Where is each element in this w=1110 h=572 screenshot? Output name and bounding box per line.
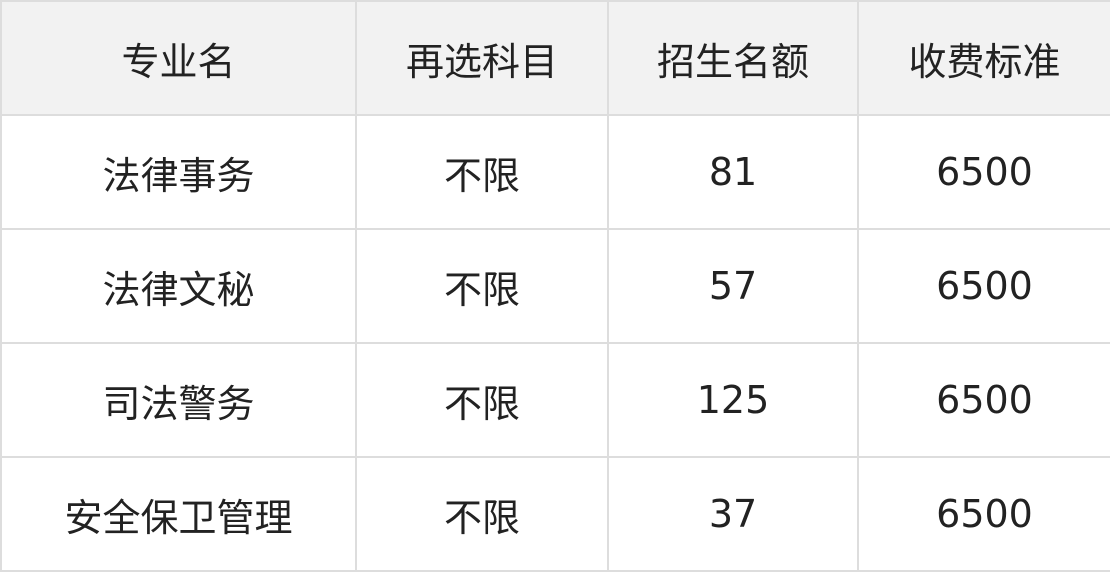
cell-quota: 37	[607, 456, 859, 572]
cell-subjects: 不限	[355, 456, 609, 572]
cell-major: 法律文秘	[0, 228, 357, 344]
cell-major: 法律事务	[0, 114, 357, 230]
table-row: 安全保卫管理 不限 37 6500	[0, 456, 1110, 572]
table-row: 法律事务 不限 81 6500	[0, 114, 1110, 230]
cell-fee: 6500	[857, 342, 1110, 458]
cell-fee: 6500	[857, 114, 1110, 230]
cell-major: 安全保卫管理	[0, 456, 357, 572]
cell-fee: 6500	[857, 228, 1110, 344]
header-subjects: 再选科目	[355, 0, 609, 116]
header-row: 专业名 再选科目 招生名额 收费标准	[0, 0, 1110, 116]
header-major: 专业名	[0, 0, 357, 116]
cell-fee: 6500	[857, 456, 1110, 572]
cell-subjects: 不限	[355, 342, 609, 458]
cell-subjects: 不限	[355, 114, 609, 230]
header-fee: 收费标准	[857, 0, 1110, 116]
cell-major: 司法警务	[0, 342, 357, 458]
cell-quota: 57	[607, 228, 859, 344]
cell-quota: 125	[607, 342, 859, 458]
table-row: 司法警务 不限 125 6500	[0, 342, 1110, 458]
cell-quota: 81	[607, 114, 859, 230]
table-row: 法律文秘 不限 57 6500	[0, 228, 1110, 344]
cell-subjects: 不限	[355, 228, 609, 344]
header-quota: 招生名额	[607, 0, 859, 116]
